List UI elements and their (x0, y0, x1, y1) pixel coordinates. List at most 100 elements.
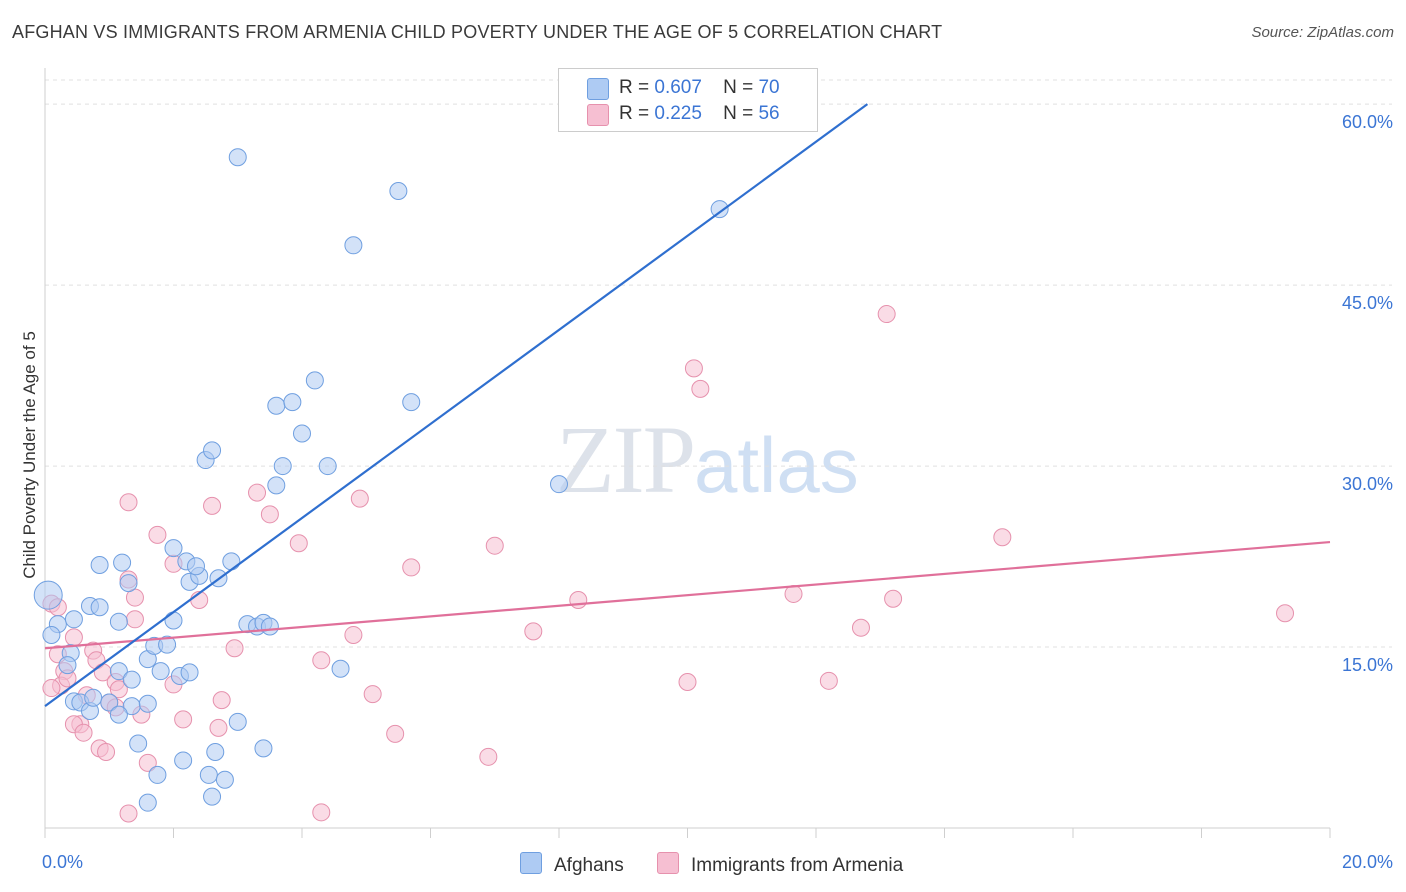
armenia-point (225, 639, 244, 658)
legend-r-value: 0.607 (654, 77, 702, 98)
armenia-point (42, 679, 61, 698)
afghans-point (84, 688, 103, 707)
afghans-point (90, 598, 109, 617)
armenia-point (851, 618, 870, 637)
armenia-point (312, 651, 331, 670)
afghans-point (203, 787, 222, 806)
series-afghans-points (33, 148, 729, 812)
armenia-trendline (44, 540, 1331, 650)
armenia-point (289, 534, 308, 553)
chart-title: AFGHAN VS IMMIGRANTS FROM ARMENIA CHILD … (12, 22, 943, 42)
afghans-trendline (44, 103, 869, 708)
bottom-legend-armenia: Immigrants from Armenia (657, 852, 903, 877)
legend-r-label: R = (619, 103, 650, 124)
armenia-point (203, 496, 222, 515)
legend-swatch-afghans (587, 78, 609, 100)
armenia-point (64, 628, 83, 647)
armenia-point (691, 379, 710, 398)
afghans-point (254, 739, 273, 758)
afghans-point (90, 555, 109, 574)
armenia-point (485, 536, 504, 555)
afghans-point (305, 371, 324, 390)
afghans-point (318, 457, 337, 476)
afghans-point (109, 705, 128, 724)
bottom-legend-afghans: Afghans (520, 852, 624, 877)
legend-swatch-armenia (587, 104, 609, 126)
afghans-point (109, 612, 128, 631)
armenia-point (109, 680, 128, 699)
afghans-point (164, 539, 183, 558)
armenia-point (138, 753, 157, 772)
legend-r-label: R = (619, 77, 650, 98)
gridlines (45, 79, 1392, 648)
y-tick-label: 15.0% (1341, 655, 1393, 676)
armenia-point (344, 625, 363, 644)
armenia-point (819, 671, 838, 690)
afghans-point (206, 742, 225, 761)
y-tick-label: 45.0% (1341, 293, 1393, 314)
bottom-legend-label-armenia: Immigrants from Armenia (691, 855, 904, 876)
armenia-point (569, 590, 588, 609)
afghans-point (260, 617, 279, 636)
legend-r-value: 0.225 (654, 103, 702, 124)
legend-n-label: N = (723, 103, 754, 124)
armenia-point (1276, 604, 1295, 623)
afghans-point (129, 734, 148, 753)
armenia-point (524, 622, 543, 641)
armenia-point (993, 528, 1012, 547)
afghans-point (58, 656, 77, 675)
legend-n-value: 56 (758, 103, 780, 124)
afghans-point (710, 200, 729, 219)
armenia-point (212, 691, 231, 710)
afghans-point (222, 552, 241, 571)
afghans-point (64, 610, 83, 629)
armenia-point (684, 359, 703, 378)
afghans-point (267, 476, 286, 495)
afghans-point (42, 625, 61, 644)
armenia-point (784, 584, 803, 603)
armenia-point (148, 525, 167, 544)
afghans-point (180, 663, 199, 682)
afghans-point (138, 694, 157, 713)
legend-n-value: 70 (758, 77, 780, 98)
bottom-legend-label-afghans: Afghans (554, 855, 624, 876)
armenia-point (678, 673, 697, 692)
armenia-point (209, 718, 228, 737)
legend-n-label: N = (723, 77, 754, 98)
afghans-point (283, 393, 302, 412)
bottom-legend-swatch-armenia (657, 852, 679, 874)
afghans-point (174, 751, 193, 770)
watermark: ZIPatlas (556, 404, 859, 515)
watermark-zip: ZIP (556, 406, 696, 513)
bottom-legend-swatch-afghans (520, 852, 542, 874)
afghans-point (109, 662, 128, 681)
armenia-point (350, 489, 369, 508)
armenia-point (402, 558, 421, 577)
x-tick-label: 20.0% (1341, 852, 1393, 872)
afghans-point (33, 580, 63, 610)
afghans-point (267, 396, 286, 415)
armenia-point (119, 804, 138, 823)
armenia-point (125, 610, 144, 629)
armenia-point (877, 305, 896, 324)
afghans-point (138, 793, 157, 812)
stats-legend: R = 0.607 N = 70 R = 0.225 N = 56 (558, 68, 818, 132)
afghans-point (148, 765, 167, 784)
afghans-point (228, 148, 247, 167)
armenia-point (884, 589, 903, 608)
armenia-point (119, 493, 138, 512)
afghans-point (203, 441, 222, 460)
afghans-point (273, 457, 292, 476)
afghans-point (186, 557, 205, 576)
afghans-point (389, 181, 408, 200)
axes (44, 68, 1331, 838)
afghans-point (293, 424, 311, 443)
armenia-point (312, 803, 331, 822)
afghans-point (199, 765, 218, 784)
afghans-point (119, 574, 138, 593)
armenia-point (260, 505, 279, 524)
trendlines (44, 103, 1331, 708)
armenia-point (363, 685, 382, 704)
afghans-point (122, 670, 141, 689)
afghans-point (550, 475, 568, 494)
